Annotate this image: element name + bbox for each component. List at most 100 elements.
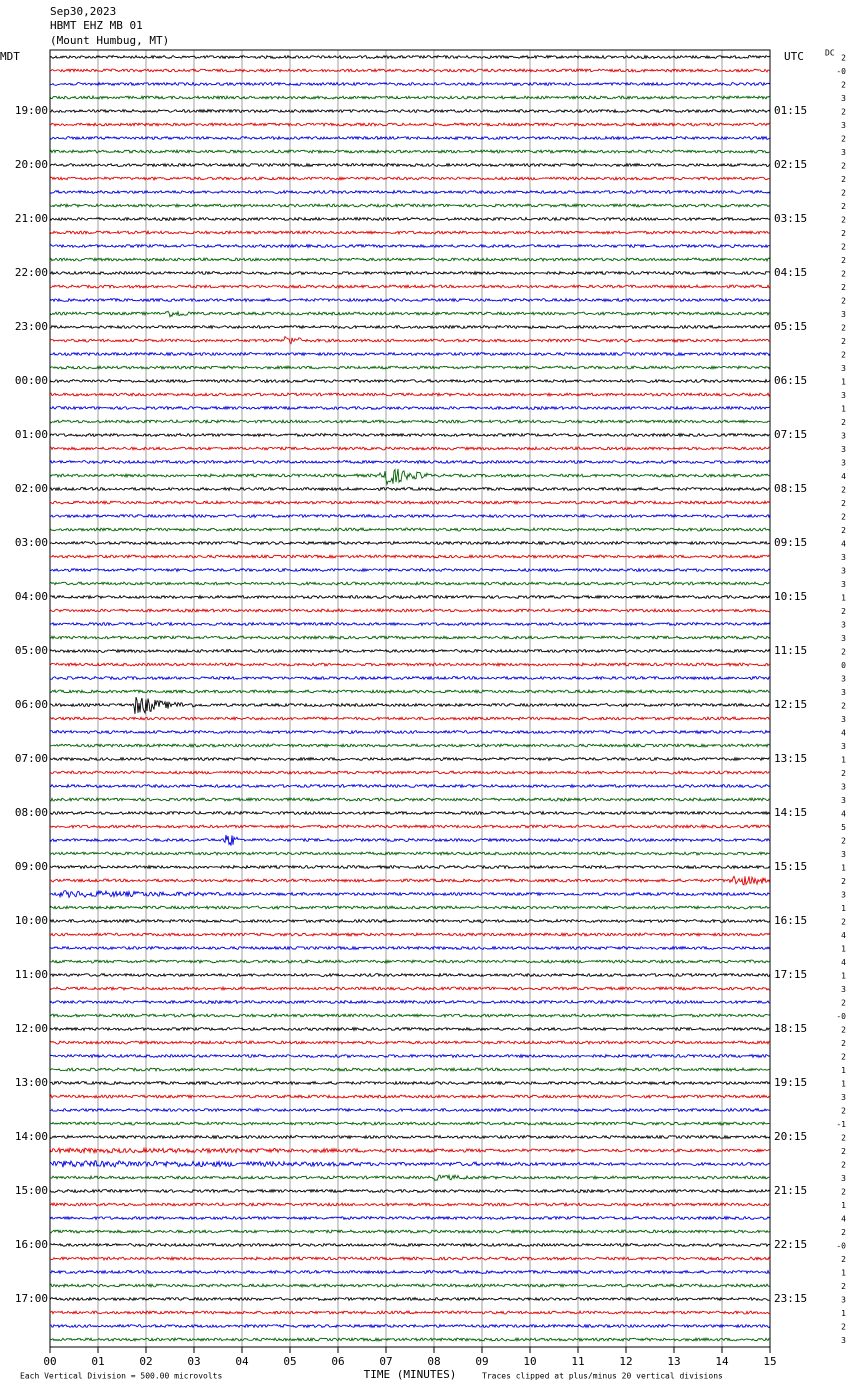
dc-offset: 2 (841, 1053, 846, 1062)
trace (49, 1053, 771, 1059)
dc-offset: 2 (841, 648, 846, 657)
left-time-label: 19:00 (15, 104, 48, 117)
trace (49, 823, 771, 830)
left-time-label: 13:00 (15, 1076, 48, 1089)
dc-offset: 3 (841, 675, 846, 684)
x-tick-label: 06 (331, 1355, 344, 1368)
dc-offset: 2 (841, 1161, 846, 1170)
dc-offset: 1 (841, 378, 846, 387)
left-time-label: 10:00 (15, 914, 48, 927)
trace (49, 918, 771, 924)
dc-offset: 3 (841, 310, 846, 319)
dc-offset: 3 (841, 783, 846, 792)
trace (49, 716, 771, 722)
trace (49, 1255, 771, 1262)
dc-offset: 2 (841, 607, 846, 616)
dc-offset: 2 (841, 108, 846, 117)
dc-offset: 3 (841, 432, 846, 441)
dc-offset: -0 (836, 1242, 846, 1251)
dc-offset: 2 (841, 1282, 846, 1291)
trace (49, 783, 771, 789)
trace (49, 189, 771, 195)
x-tick-label: 03 (187, 1355, 200, 1368)
left-time-label: 23:00 (15, 320, 48, 333)
dc-offset: 5 (841, 823, 846, 832)
x-tick-label: 12 (619, 1355, 632, 1368)
trace (50, 1107, 771, 1113)
dc-offset: 2 (841, 486, 846, 495)
x-axis-label: TIME (MINUTES) (364, 1368, 457, 1381)
dc-offset: 3 (841, 715, 846, 724)
dc-offset: 2 (841, 54, 846, 63)
dc-offset: 2 (841, 81, 846, 90)
trace (49, 851, 771, 857)
trace (49, 270, 771, 276)
dc-offset: 2 (841, 769, 846, 778)
dc-offset: 3 (841, 580, 846, 589)
dc-offset: 1 (841, 405, 846, 414)
right-time-label: 03:15 (774, 212, 807, 225)
dc-offset: 2 (841, 702, 846, 711)
dc-offset: 2 (841, 418, 846, 427)
dc-offset: 2 (841, 1188, 846, 1197)
trace (49, 391, 771, 398)
dc-offset: 2 (841, 1134, 846, 1143)
trace (49, 284, 771, 290)
trace (49, 486, 770, 492)
x-tick-label: 13 (667, 1355, 680, 1368)
dc-offset: 2 (841, 297, 846, 306)
dc-offset: 1 (841, 1080, 846, 1089)
dc-offset: 4 (841, 540, 846, 549)
trace (49, 756, 771, 762)
left-time-label: 00:00 (15, 374, 48, 387)
left-time-label: 05:00 (15, 644, 48, 657)
dc-offset: 3 (841, 459, 846, 468)
trace (49, 1146, 770, 1155)
plot-frame (49, 49, 771, 1348)
right-time-label: 01:15 (774, 104, 807, 117)
dc-offset: 2 (841, 135, 846, 144)
trace (49, 202, 771, 209)
trace (49, 256, 771, 263)
trace (49, 621, 771, 627)
dc-offset: 2 (841, 283, 846, 292)
trace (49, 229, 771, 236)
dc-offset: 1 (841, 1066, 846, 1075)
dc-offset: 2 (841, 216, 846, 225)
trace (49, 661, 771, 668)
trace (49, 972, 771, 978)
trace (49, 216, 771, 222)
right-time-label: 07:15 (774, 428, 807, 441)
dc-offset: 4 (841, 729, 846, 738)
right-time-label: 04:15 (774, 266, 807, 279)
dc-offset: 1 (841, 1309, 846, 1318)
x-tick-label: 14 (715, 1355, 729, 1368)
right-time-label: 13:15 (774, 752, 807, 765)
dc-offset: 2 (841, 513, 846, 522)
trace (49, 742, 771, 749)
right-time-label: 10:15 (774, 590, 807, 603)
trace (49, 445, 771, 451)
trace (49, 796, 771, 802)
dc-offset: 3 (841, 850, 846, 859)
trace (49, 864, 771, 870)
x-tick-label: 02 (139, 1355, 152, 1368)
dc-offset: 3 (841, 364, 846, 373)
dc-offset: 2 (841, 324, 846, 333)
left-time-label: 04:00 (15, 590, 48, 603)
dc-offset: 3 (841, 621, 846, 630)
dc-offset: 3 (841, 634, 846, 643)
dc-offset: 2 (841, 526, 846, 535)
trace (49, 94, 771, 101)
dc-offset: 2 (841, 918, 846, 927)
trace (49, 696, 771, 715)
dc-offset: 1 (841, 945, 846, 954)
trace (49, 68, 771, 74)
dc-offset: -0 (836, 67, 846, 76)
dc-offset: 3 (841, 985, 846, 994)
dc-offset: 3 (841, 742, 846, 751)
trace (49, 335, 771, 345)
dc-offset: 2 (841, 999, 846, 1008)
trace (49, 580, 771, 586)
